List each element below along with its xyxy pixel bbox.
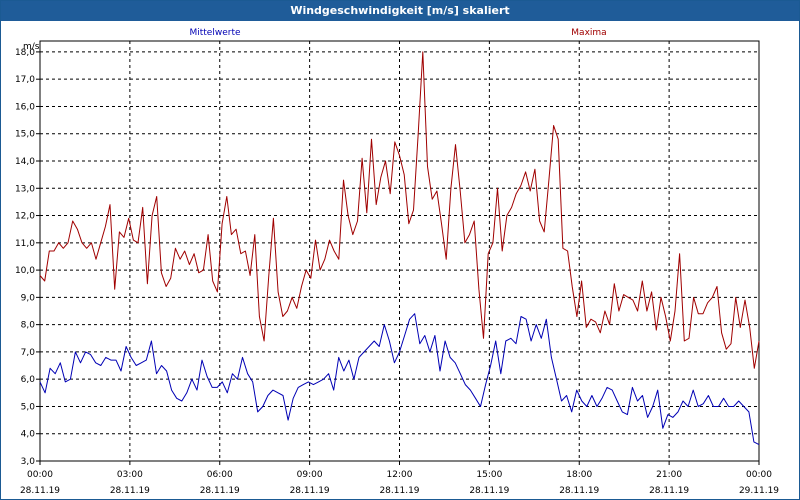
y-tick-label: 18,0 xyxy=(15,48,35,58)
x-tick-time: 06:00 xyxy=(207,470,233,480)
x-tick-time: 00:00 xyxy=(746,470,772,480)
x-tick-time: 21:00 xyxy=(656,470,682,480)
x-tick-date: 28.11.19 xyxy=(379,486,419,496)
x-tick-date: 28.11.19 xyxy=(20,486,60,496)
x-tick-time: 12:00 xyxy=(387,470,413,480)
x-tick-date: 28.11.19 xyxy=(469,486,509,496)
x-tick-time: 18:00 xyxy=(566,470,592,480)
grid xyxy=(40,41,759,462)
legend-maxima: Maxima xyxy=(571,28,606,38)
y-tick-label: 4,0 xyxy=(21,430,36,440)
x-tick-time: 03:00 xyxy=(117,470,143,480)
series-group xyxy=(39,51,760,446)
y-tick-label: 7,0 xyxy=(21,348,36,358)
y-tick-label: 3,0 xyxy=(21,457,36,467)
x-tick-date: 28.11.19 xyxy=(110,486,150,496)
x-tick-date: 29.11.19 xyxy=(739,486,779,496)
y-tick-label: 10,0 xyxy=(15,266,35,276)
x-tick-date: 28.11.19 xyxy=(290,486,330,496)
series-line-mittelwerte xyxy=(39,313,760,446)
x-tick-time: 15:00 xyxy=(476,470,502,480)
window-title: Windgeschwindigkeit [m/s] skaliert xyxy=(1,1,799,21)
series-line-maxima xyxy=(39,51,760,369)
x-tick-date: 28.11.19 xyxy=(559,486,599,496)
y-tick-label: 9,0 xyxy=(21,293,36,303)
x-tick-date: 28.11.19 xyxy=(200,486,240,496)
x-tick-date: 28.11.19 xyxy=(649,486,689,496)
y-tick-label: 12,0 xyxy=(15,212,35,222)
y-tick-label: 17,0 xyxy=(15,75,35,85)
x-tick-time: 00:00 xyxy=(27,470,53,480)
x-axis: 00:00 28.11.19 03:00 28.11.19 06:00 28.11.19 0… xyxy=(20,461,779,496)
y-axis: 3,0 4,0 5,0 6,0 7,0 8,0 9,0 10,0 11,0 12,0 13,0 14,… xyxy=(15,48,40,467)
y-tick-label: 15,0 xyxy=(15,130,35,140)
y-tick-label: 14,0 xyxy=(15,157,35,167)
chart-area: 3,0 4,0 5,0 6,0 7,0 8,0 9,0 10,0 11,0 12,0 13,0 14,… xyxy=(15,28,779,496)
y-tick-label: 13,0 xyxy=(15,184,35,194)
y-tick-label: 11,0 xyxy=(15,239,35,249)
legend-mittelwerte: Mittelwerte xyxy=(189,28,240,38)
y-tick-label: 16,0 xyxy=(15,102,35,112)
y-tick-label: 8,0 xyxy=(21,321,36,331)
y-tick-label: 5,0 xyxy=(21,402,36,412)
y-axis-unit-label: m/s xyxy=(23,42,40,52)
x-tick-time: 09:00 xyxy=(297,470,323,480)
y-tick-label: 6,0 xyxy=(21,375,36,385)
